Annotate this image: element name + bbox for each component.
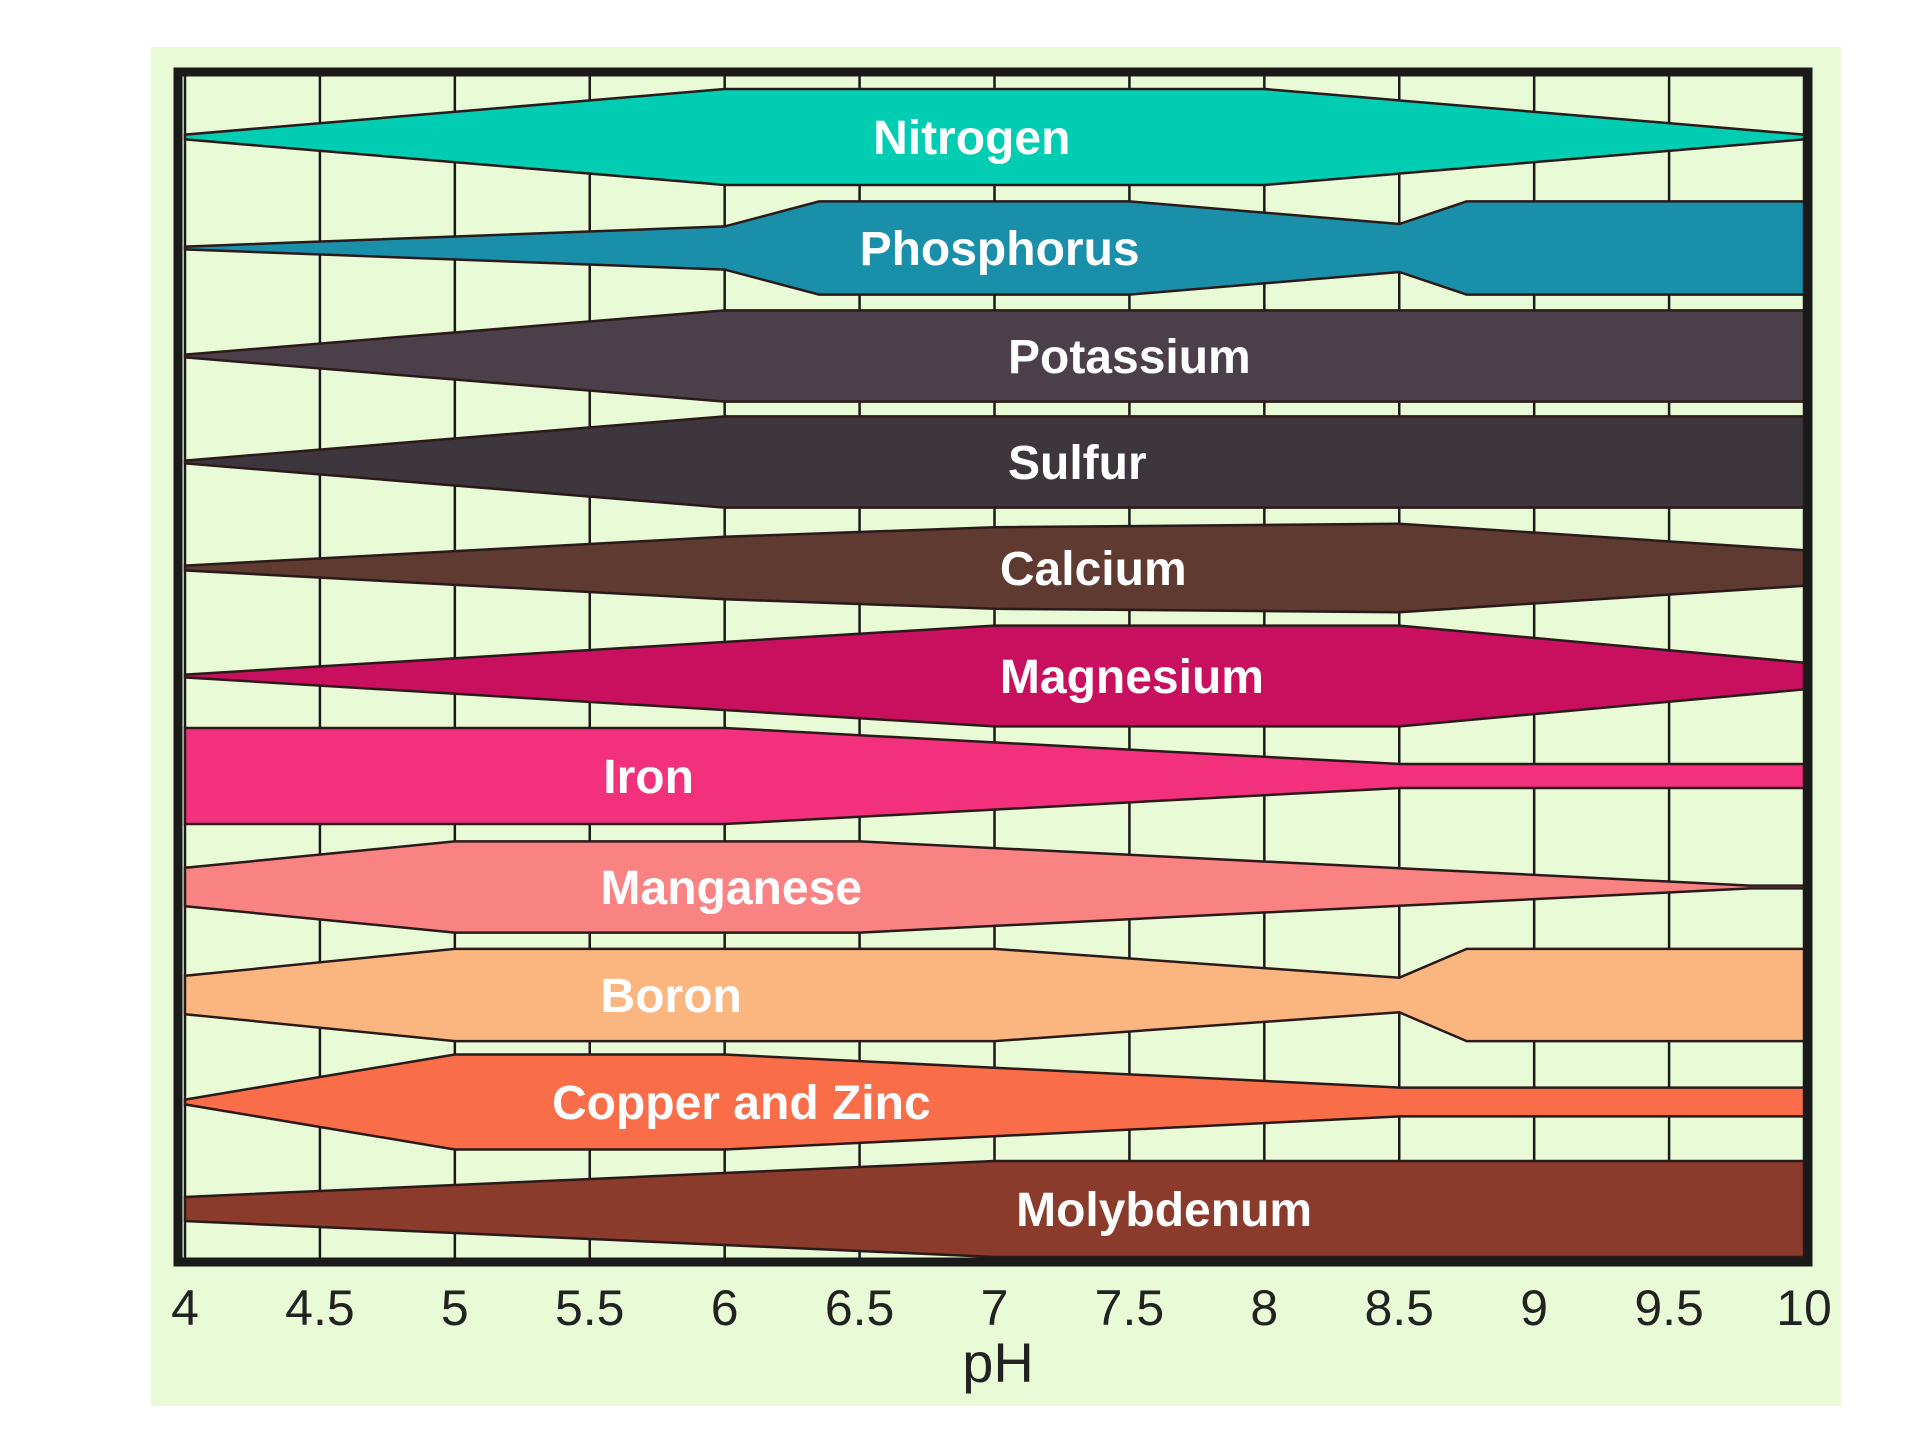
x-tick-label: 4.5 [285, 1280, 355, 1336]
x-tick-label: 6 [711, 1280, 739, 1336]
band-label: Potassium [1008, 331, 1251, 384]
plot-frame [173, 67, 1813, 1267]
x-tick-label: 5 [441, 1280, 469, 1336]
x-tick-labels: 4 4.5 5 5.5 6 6.5 7 7.5 8 8.5 9 9.5 10 [171, 1280, 1832, 1336]
x-tick-label: 8.5 [1364, 1280, 1434, 1336]
x-axis-label: pH [962, 1331, 1034, 1394]
x-tick-label: 7 [981, 1280, 1009, 1336]
x-tick-label: 6.5 [825, 1280, 895, 1336]
nutrient-bands: Nitrogen Phosphorus Potassium Sulfur Calcium… [183, 87, 1806, 1259]
band-label: Sulfur [1008, 437, 1147, 490]
band-boron [183, 947, 1806, 1043]
band-label: Molybdenum [1016, 1184, 1312, 1237]
x-tick-label: 9 [1520, 1280, 1548, 1336]
x-tick-label: 8 [1250, 1280, 1278, 1336]
band-label: Manganese [601, 862, 862, 915]
band-label: Iron [603, 751, 694, 804]
band-label: Copper and Zinc [552, 1077, 931, 1130]
x-tick-label: 9.5 [1634, 1280, 1704, 1336]
band-label: Boron [601, 970, 742, 1023]
band-label: Phosphorus [860, 223, 1140, 276]
x-tick-label: 7.5 [1095, 1280, 1165, 1336]
band-label: Calcium [1000, 543, 1187, 596]
band-label: Magnesium [1000, 651, 1264, 704]
x-tick-label: 4 [171, 1280, 199, 1336]
x-tick-label: 5.5 [555, 1280, 625, 1336]
band-label: Nitrogen [873, 112, 1070, 165]
x-tick-label: 10 [1776, 1280, 1832, 1336]
